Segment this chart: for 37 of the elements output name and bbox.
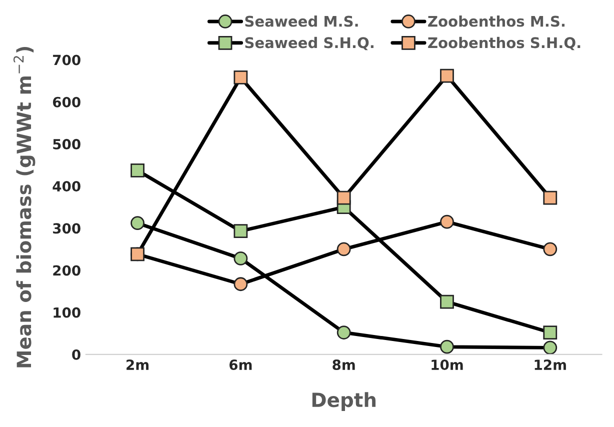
y-tick-label: 100 [54, 307, 80, 318]
point [336, 190, 351, 205]
y-axis-title: Mean of biomass (gWWt m$^{−2}$) [13, 46, 36, 368]
point [336, 242, 351, 256]
y-tick-label: 400 [52, 181, 80, 192]
point [440, 68, 454, 83]
point [234, 70, 248, 84]
point [336, 326, 351, 340]
y-tick-label: 700 [53, 54, 80, 66]
legend-label: Zoobenthos M.S. [428, 16, 565, 27]
legend-label: Seaweed S.H.Q. [245, 36, 374, 50]
point [440, 340, 454, 354]
y-tick-label: 300 [53, 223, 80, 234]
x-tick-label: 10m [432, 360, 463, 370]
point [440, 214, 454, 229]
y-tick-label: 0 [72, 349, 80, 360]
y-tick-label: 200 [53, 265, 80, 276]
y-tick-label: 600 [52, 96, 80, 108]
y-tick-label: 500 [53, 138, 80, 150]
point [130, 164, 144, 178]
point [543, 326, 558, 340]
x-tick-label: 12m [534, 360, 566, 370]
point [130, 216, 144, 230]
legend-label: Zoobenthos S.H.Q. [428, 36, 580, 50]
x-tick-label: 6m [229, 360, 252, 370]
x-tick-label: 2m [126, 360, 149, 370]
point [234, 224, 248, 238]
x-axis-title: Depth [312, 392, 376, 411]
point [234, 277, 248, 292]
point [543, 190, 558, 205]
point [130, 247, 144, 262]
point [543, 340, 558, 354]
legend-label: Seaweed M.S. [245, 16, 358, 27]
point [543, 242, 558, 256]
point [234, 252, 248, 266]
x-tick-label: 8m [332, 360, 355, 370]
point [440, 294, 454, 309]
